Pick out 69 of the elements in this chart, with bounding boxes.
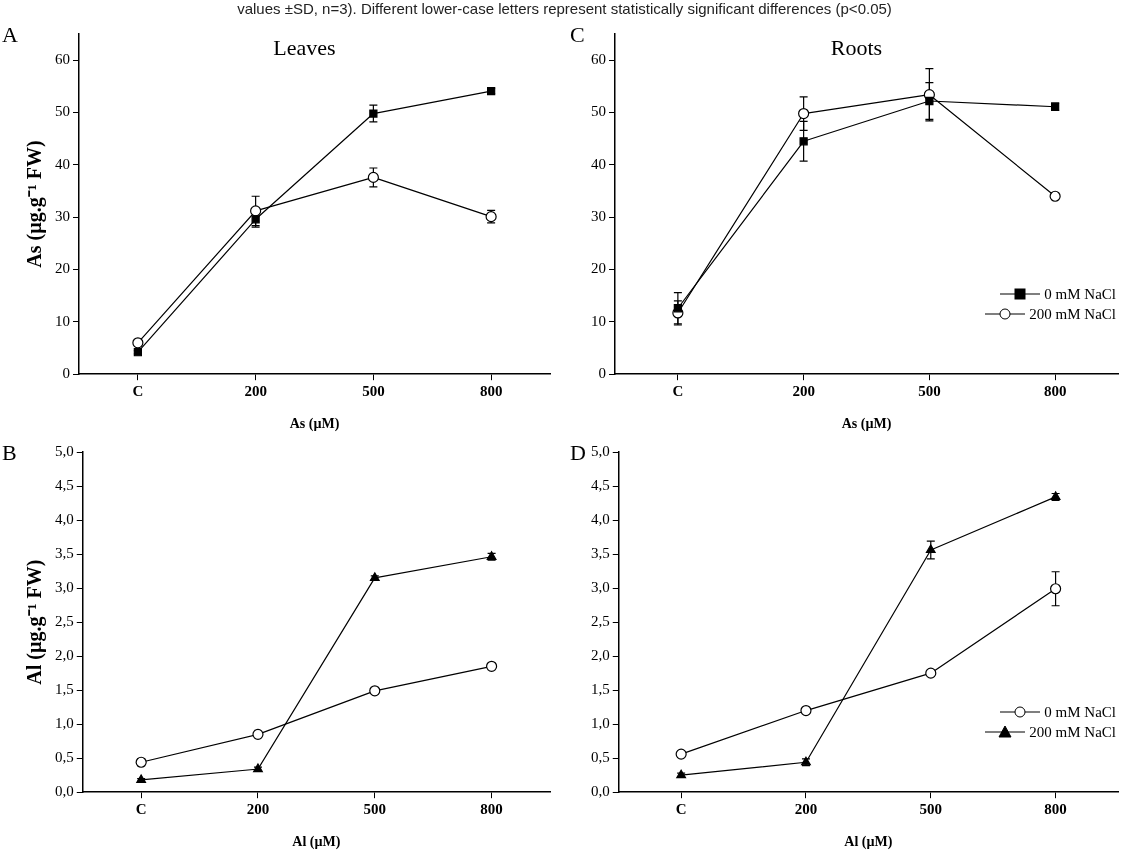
x-tick-label: C xyxy=(675,801,687,818)
chart-title: Roots xyxy=(830,34,883,60)
text: D xyxy=(570,440,586,466)
x-tick-label: 200 xyxy=(246,801,270,818)
x-tick-label: C xyxy=(132,383,144,400)
x-axis-title: As (µM) xyxy=(289,416,340,433)
y-tick-label: 4,0 xyxy=(55,510,74,527)
y-tick-label: 3,0 xyxy=(55,579,74,596)
y-tick-label: 1,0 xyxy=(55,715,74,732)
y-tick-label: 20 xyxy=(591,260,606,277)
x-tick-label: 500 xyxy=(919,801,943,818)
x-tick-label: 800 xyxy=(1043,383,1067,400)
text: values ±SD, n=3). Different lower-case letters represent statistically significant differences (p<0.05) xyxy=(236,0,893,17)
y-tick-label: 50 xyxy=(591,103,606,120)
y-axis-title: Al (µg.g⁻¹ FW) xyxy=(23,559,47,685)
y-tick-label: 0,5 xyxy=(591,749,610,766)
y-tick-label: 40 xyxy=(591,155,606,172)
y-tick-label: 2,0 xyxy=(591,647,610,664)
y-tick-label: 5,0 xyxy=(591,442,610,459)
legend-label: 200 mM NaCl xyxy=(1029,305,1116,323)
y-axis-title: As (µg.g⁻¹ FW) xyxy=(23,140,47,268)
x-axis-title: Al (µM) xyxy=(844,834,893,851)
y-tick-label: 4,0 xyxy=(591,510,610,527)
text: B xyxy=(2,440,17,466)
y-tick-label: 3,5 xyxy=(591,545,610,561)
x-axis-title: Al (µM) xyxy=(292,834,341,851)
y-tick-label: 60 xyxy=(55,51,70,68)
x-tick-label: 800 xyxy=(480,801,503,818)
y-tick-label: 0 xyxy=(598,365,606,382)
y-tick-label: 0 xyxy=(62,365,70,382)
x-tick-label: 500 xyxy=(363,801,387,818)
y-tick-label: 10 xyxy=(591,312,606,329)
legend-label: 0 mM NaCl xyxy=(1044,285,1116,303)
y-tick-label: 50 xyxy=(55,103,70,120)
x-tick-label: C xyxy=(672,383,684,400)
y-tick-label: 2,5 xyxy=(591,613,610,630)
y-tick-label: 1,0 xyxy=(591,715,610,732)
text: A xyxy=(2,22,18,48)
y-tick-label: 30 xyxy=(591,208,606,225)
y-tick-label: 2,0 xyxy=(55,647,74,664)
y-tick-label: 20 xyxy=(55,260,70,277)
chart-title: Leaves xyxy=(273,34,336,60)
y-tick-label: 4,5 xyxy=(591,476,610,493)
y-tick-label: 3,5 xyxy=(55,545,74,561)
x-tick-label: 800 xyxy=(479,383,503,400)
x-tick-label: 200 xyxy=(794,801,818,818)
y-tick-label: 10 xyxy=(55,312,70,329)
x-tick-label: 500 xyxy=(918,383,941,400)
y-tick-label: 1,5 xyxy=(55,681,74,698)
y-tick-label: 0,5 xyxy=(55,749,74,766)
y-tick-label: 30 xyxy=(55,208,70,225)
y-tick-label: 3,0 xyxy=(591,579,610,596)
x-tick-label: 200 xyxy=(244,383,267,400)
y-tick-label: 5,0 xyxy=(55,442,74,459)
x-tick-label: 800 xyxy=(1044,801,1067,818)
y-tick-label: 0,0 xyxy=(55,783,74,800)
y-tick-label: 4,5 xyxy=(55,476,74,493)
x-tick-label: C xyxy=(135,801,147,818)
x-tick-label: 200 xyxy=(792,383,815,400)
legend-label: 0 mM NaCl xyxy=(1044,703,1116,721)
y-tick-label: 1,5 xyxy=(591,681,610,698)
y-tick-label: 40 xyxy=(55,155,70,172)
y-tick-label: 0,0 xyxy=(591,783,610,800)
x-tick-label: 500 xyxy=(362,383,385,400)
y-tick-label: 2,5 xyxy=(55,613,74,630)
x-axis-title: As (µM) xyxy=(841,416,892,433)
text: C xyxy=(570,22,585,48)
legend-label: 200 mM NaCl xyxy=(1029,723,1116,741)
y-tick-label: 60 xyxy=(591,51,606,68)
